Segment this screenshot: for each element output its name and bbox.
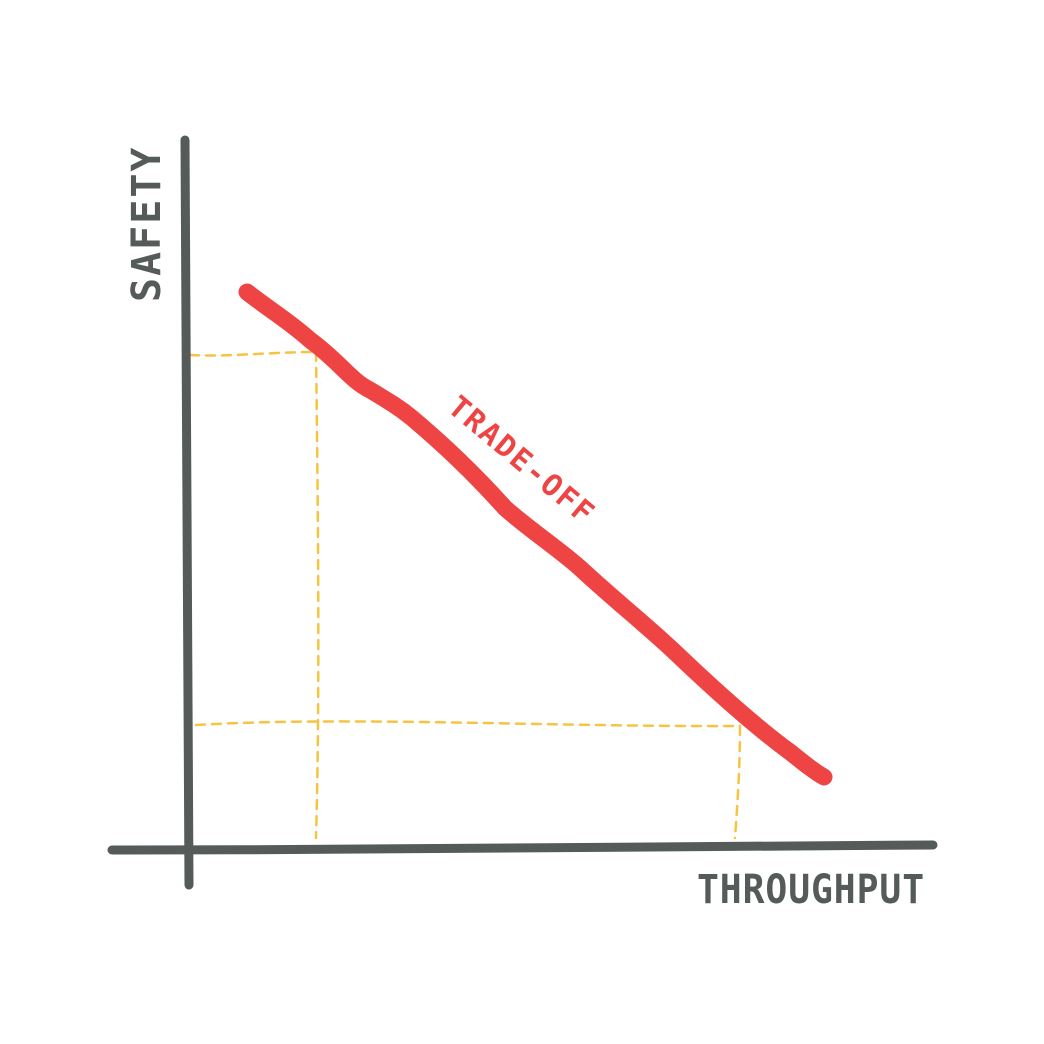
guide-line-high-safety-vertical (314, 350, 320, 840)
guide-line-low-safety-horizontal (194, 720, 742, 728)
x-axis (107, 840, 938, 855)
y-axis (180, 135, 194, 890)
y-axis-label: SAFETY (124, 146, 170, 303)
x-axis-label: THROUGHPUT (697, 867, 925, 913)
guide-line-high-safety-horizontal (188, 350, 318, 357)
guide-line-high-throughput-vertical (733, 724, 742, 840)
trade-off-curve (238, 283, 833, 786)
